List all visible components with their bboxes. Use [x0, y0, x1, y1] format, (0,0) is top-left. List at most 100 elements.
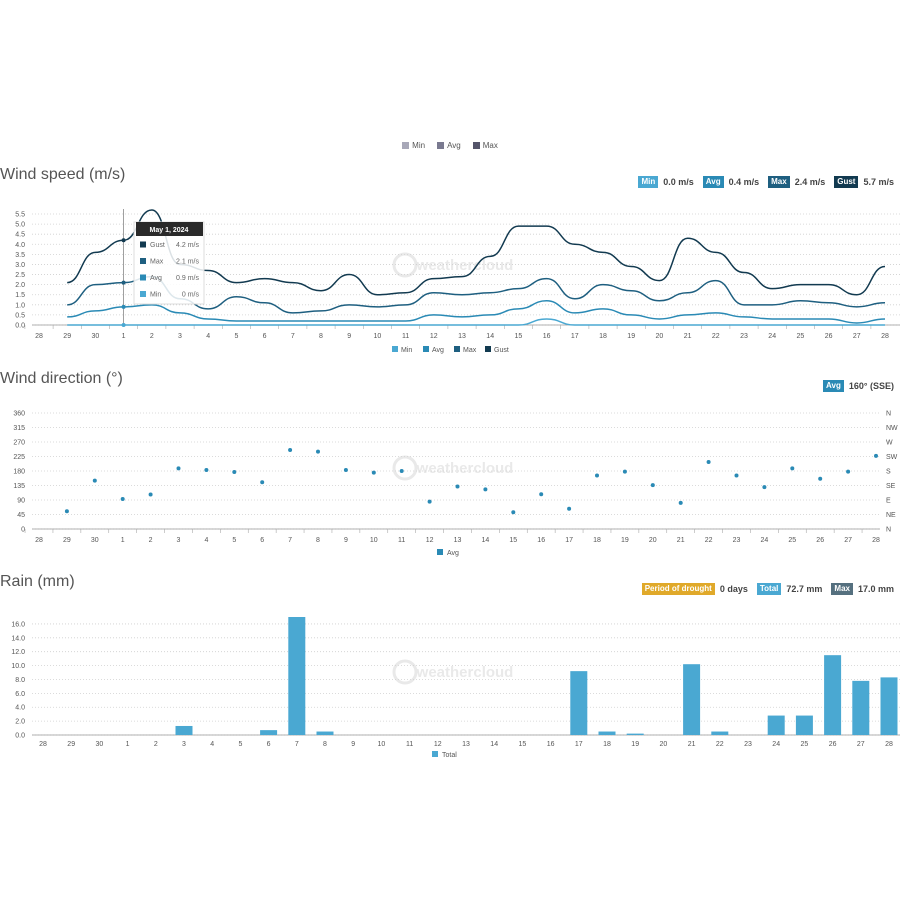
top-legend-item-avg[interactable]: Avg [437, 141, 461, 150]
ws-x-tick: 24 [768, 333, 776, 340]
wind-speed-badge-value: 2.4 m/s [795, 177, 826, 187]
wd-x-tick: 8 [316, 537, 320, 544]
wd-x-tick: 24 [761, 537, 769, 544]
rain-x-tick: 17 [575, 741, 583, 748]
wind-speed-badge-gust: Gust [834, 176, 858, 188]
rain-bar [824, 655, 841, 735]
rain-bar [288, 617, 305, 735]
wind-speed-badge-value: 5.7 m/s [863, 177, 894, 187]
ws-series-avg [67, 301, 885, 323]
ws-x-tick: 7 [291, 333, 295, 340]
wind-speed-badge-avg: Avg [703, 176, 724, 188]
ws-x-tick: 12 [430, 333, 438, 340]
rain-y-tick: 14.0 [11, 635, 25, 642]
wind-direction-title: Wind direction (°) [0, 370, 123, 388]
wd-x-tick: 20 [649, 537, 657, 544]
wind-speed-title: Wind speed (m/s) [0, 166, 125, 184]
rain-y-tick: 8.0 [15, 677, 25, 684]
watermark-logo-icon [394, 457, 416, 479]
ws-x-tick: 20 [656, 333, 664, 340]
ws-x-tick: 22 [712, 333, 720, 340]
wd-y-tick: 270 [13, 440, 25, 447]
wd-x-tick: 9 [344, 537, 348, 544]
ws-y-tick: 1.5 [15, 292, 25, 299]
wd-y2-tick: SE [886, 483, 896, 490]
ws-tooltip-swatch [140, 291, 146, 297]
rain-x-tick: 19 [631, 741, 639, 748]
wd-point [344, 468, 348, 472]
wind-speed-badge-max: Max [768, 176, 790, 188]
wd-point [735, 474, 739, 478]
top-legend-swatch [473, 142, 480, 149]
ws-x-tick: 13 [458, 333, 466, 340]
rain-bar [599, 732, 616, 735]
ws-series-min [67, 319, 885, 325]
top-legend: Min Avg Max [0, 141, 900, 150]
rain-bar [768, 716, 785, 735]
rain-x-tick: 16 [547, 741, 555, 748]
wd-point [232, 470, 236, 474]
wd-x-tick: 15 [509, 537, 517, 544]
wd-x-tick: 29 [63, 537, 71, 544]
rain-bar [260, 730, 277, 735]
rain-bar [796, 716, 813, 735]
ws-y-tick: 3.0 [15, 262, 25, 269]
ws-tooltip-swatch [140, 275, 146, 281]
ws-y-tick: 0.5 [15, 312, 25, 319]
ws-y-tick: 5.5 [15, 212, 25, 219]
rain-legend-swatch [432, 751, 438, 757]
ws-x-tick: 29 [63, 333, 71, 340]
rain-y-tick: 10.0 [11, 663, 25, 670]
rain-bar [683, 664, 700, 735]
wd-point [260, 480, 264, 484]
wd-point [177, 466, 181, 470]
top-legend-item-min[interactable]: Min [402, 141, 425, 150]
ws-x-tick: 2 [150, 333, 154, 340]
top-legend-item-max[interactable]: Max [473, 141, 498, 150]
wd-point [149, 493, 153, 497]
wd-point [483, 487, 487, 491]
ws-x-tick: 14 [486, 333, 494, 340]
rain-badge-value: 17.0 mm [858, 584, 894, 594]
rain-badges: Period of drought 0 days Total 72.7 mm Max 17… [642, 583, 898, 595]
ws-hover-point-avg [122, 305, 126, 309]
ws-x-tick: 4 [206, 333, 210, 340]
ws-tooltip-date: May 1, 2024 [150, 227, 189, 234]
wd-point [456, 484, 460, 488]
top-legend-swatch [437, 142, 444, 149]
wd-point [539, 492, 543, 496]
top-legend-swatch [402, 142, 409, 149]
wd-y2-tick: NE [886, 512, 896, 519]
watermark: weathercloud [394, 661, 513, 683]
wind-speed-badges: Min 0.0 m/s Avg 0.4 m/s Max 2.4 m/s Gust 5.7 m/… [638, 176, 898, 188]
top-legend-label: Max [483, 141, 498, 150]
rain-x-tick: 12 [434, 741, 442, 748]
watermark-logo-icon [394, 661, 416, 683]
wd-y2-tick: S [886, 469, 891, 476]
ws-x-tick: 27 [853, 333, 861, 340]
watermark: weathercloud [394, 254, 513, 276]
rain-x-tick: 14 [490, 741, 498, 748]
watermark-text: weathercloud [416, 460, 514, 477]
rain-title: Rain (mm) [0, 573, 75, 591]
wd-point [567, 507, 571, 511]
rain-bar [176, 726, 193, 735]
ws-tooltip-box [134, 222, 204, 304]
ws-legend-swatch [454, 346, 460, 352]
wd-y-tick: 315 [13, 425, 25, 432]
ws-x-tick: 16 [543, 333, 551, 340]
wd-x-tick: 19 [621, 537, 629, 544]
wd-point [874, 454, 878, 458]
watermark-logo-icon [394, 254, 416, 276]
wind-speed-badge-value: 0.4 m/s [729, 177, 760, 187]
ws-legend-label: Avg [432, 347, 444, 354]
ws-tooltip-value: 0 m/s [182, 292, 200, 299]
ws-tooltip-header [136, 222, 203, 236]
rain-x-tick: 27 [857, 741, 865, 748]
rain-bar [711, 732, 728, 735]
ws-y-tick: 2.0 [15, 282, 25, 289]
wd-x-tick: 23 [733, 537, 741, 544]
wd-x-tick: 22 [705, 537, 713, 544]
wd-x-tick: 5 [232, 537, 236, 544]
